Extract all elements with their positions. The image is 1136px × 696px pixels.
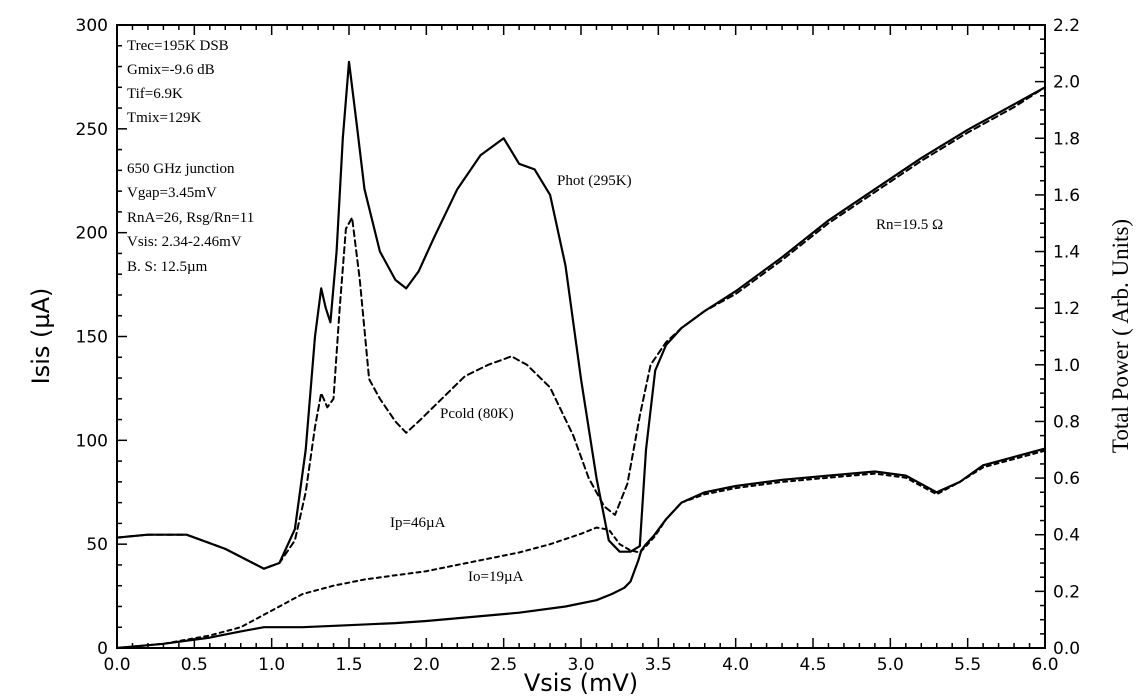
y-right-tick-label: 2.0 xyxy=(1053,73,1080,93)
x-tick-label: 0.5 xyxy=(181,655,208,675)
info-line: Vgap=3.45mV xyxy=(127,185,217,201)
series-pcold-line xyxy=(116,86,1046,570)
info-line: RnA=26, Rsg/Rn=11 xyxy=(127,210,254,226)
x-tick-label: 2.0 xyxy=(413,655,440,675)
label-pcold: Pcold (80K) xyxy=(440,406,514,422)
y-right-tick-label: 0.6 xyxy=(1053,469,1080,489)
label-rn: Rn=19.5 Ω xyxy=(876,217,943,233)
plot-frame xyxy=(116,24,1046,649)
axis-ticks xyxy=(116,24,1046,649)
y-right-tick-label: 1.2 xyxy=(1053,299,1080,319)
label-ip: Ip=46µA xyxy=(390,515,446,531)
x-tick-label: 4.5 xyxy=(799,655,826,675)
x-tick-label: 2.5 xyxy=(490,655,517,675)
x-tick-label: 0.0 xyxy=(103,655,130,675)
info-annotation: Trec=195K DSB Gmix=-9.6 dB Tif=6.9K Tmix… xyxy=(127,38,254,275)
y-right-tick-label: 1.4 xyxy=(1053,243,1080,263)
y-right-tick-label: 0.4 xyxy=(1053,526,1080,546)
y-left-tick-label: 50 xyxy=(86,535,108,555)
y-right-tick-label: 0.0 xyxy=(1053,639,1080,659)
x-tick-label: 3.5 xyxy=(645,655,672,675)
y-axis-left-title: Isis (µA) xyxy=(27,288,55,385)
info-line: Trec=195K DSB xyxy=(127,38,229,54)
x-tick-label: 4.0 xyxy=(722,655,749,675)
series-layer xyxy=(115,60,1047,650)
x-tick-label: 6.0 xyxy=(1031,655,1058,675)
series-phot-line xyxy=(115,60,1047,570)
y-right-tick-label: 1.6 xyxy=(1053,186,1080,206)
y-left-tick-label: 250 xyxy=(76,120,108,140)
x-tick-label: 5.0 xyxy=(877,655,904,675)
y-left-tick-label: 200 xyxy=(76,224,108,244)
y-left-tick-label: 100 xyxy=(76,431,108,451)
info-line: Gmix=-9.6 dB xyxy=(127,62,215,78)
label-phot: Phot (295K) xyxy=(557,173,632,189)
y-left-tick-label: 0 xyxy=(97,639,108,659)
series-ip-line xyxy=(116,449,1046,649)
x-tick-label: 1.5 xyxy=(335,655,362,675)
info-line: B. S: 12.5µm xyxy=(127,259,208,275)
info-line: Tif=6.9K xyxy=(127,86,183,102)
y-right-tick-label: 0.8 xyxy=(1053,412,1080,432)
axis-tick-labels: 0.0 0.5 1.0 1.5 2.0 2.5 3.0 3.5 4.0 4.5 5.0 5.5 6.00… xyxy=(76,16,1081,675)
y-axis-right-title: Total Power ( Arb. Units) xyxy=(1108,219,1133,453)
info-line: Vsis: 2.34-2.46mV xyxy=(127,234,242,250)
label-io: Io=19µA xyxy=(468,569,524,585)
series-io-line xyxy=(115,447,1047,650)
y-left-tick-label: 300 xyxy=(76,16,108,36)
y-right-tick-label: 2.2 xyxy=(1053,16,1080,36)
info-line: 650 GHz junction xyxy=(127,161,235,177)
x-tick-label: 1.0 xyxy=(258,655,285,675)
y-right-tick-label: 1.0 xyxy=(1053,356,1080,376)
x-tick-label: 5.5 xyxy=(954,655,981,675)
x-tick-label: 3.0 xyxy=(567,655,594,675)
y-right-tick-label: 1.8 xyxy=(1053,129,1080,149)
y-right-tick-label: 0.2 xyxy=(1053,582,1080,602)
info-line: Tmix=129K xyxy=(127,110,201,126)
x-axis-title: Vsis (mV) xyxy=(524,669,638,696)
y-left-tick-label: 150 xyxy=(76,328,108,348)
